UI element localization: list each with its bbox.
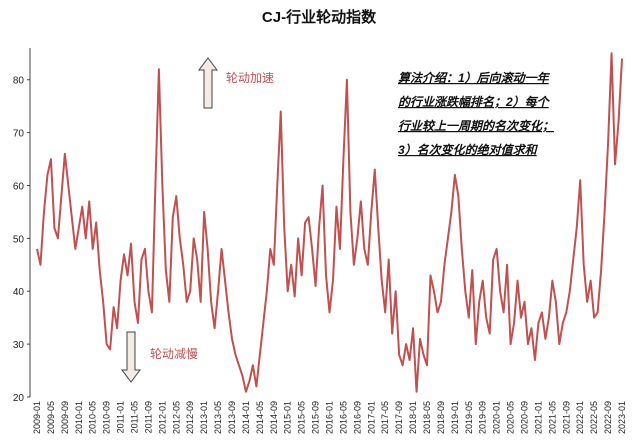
x-tick-label: 2020-05	[506, 401, 516, 434]
x-tick-label: 2018-01	[408, 401, 418, 434]
x-tick-label: 2019-09	[478, 401, 488, 434]
x-tick-label: 2017-05	[380, 401, 390, 434]
note-line: 算法介绍：1）后向滚动一年	[398, 71, 551, 85]
y-tick-label: 70	[13, 129, 25, 140]
y-tick-label: 50	[13, 234, 25, 245]
annotation: 轮动减慢	[150, 347, 198, 361]
x-tick-label: 2021-01	[533, 401, 543, 434]
x-tick-label: 2014-01	[241, 401, 251, 434]
x-tick-label: 2014-09	[269, 401, 279, 434]
x-tick-label: 2022-09	[603, 401, 613, 434]
y-tick-label: 20	[13, 393, 25, 404]
x-tick-label: 2015-09	[311, 401, 321, 434]
x-tick-label: 2017-01	[366, 401, 376, 434]
up-arrow	[198, 57, 218, 109]
x-tick-label: 2009-05	[46, 401, 56, 434]
y-tick-label: 30	[13, 340, 25, 351]
y-tick-label: 80	[13, 76, 25, 87]
x-tick-label: 2010-01	[74, 401, 84, 434]
note-line: 3）名次变化的绝对值求和	[398, 143, 539, 157]
note-line: 的行业涨跌幅排名；2）每个	[398, 95, 551, 109]
x-tick-label: 2009-09	[60, 401, 70, 434]
x-tick-label: 2011-05	[130, 401, 140, 433]
x-tick-label: 2018-05	[422, 401, 432, 434]
x-tick-label: 2010-09	[102, 401, 112, 434]
x-tick-label: 2016-01	[325, 401, 335, 434]
x-tick-label: 2021-09	[561, 401, 571, 434]
x-tick-label: 2016-09	[352, 401, 362, 434]
y-tick-label: 60	[13, 181, 25, 192]
x-tick-label: 2020-09	[520, 401, 530, 434]
x-tick-label: 2019-01	[450, 401, 460, 434]
x-tick-label: 2018-09	[436, 401, 446, 434]
x-tick-label: 2019-05	[464, 401, 474, 434]
x-tick-label: 2013-09	[227, 401, 237, 434]
x-tick-label: 2017-09	[394, 401, 404, 434]
line	[36, 52, 623, 393]
x-tick-label: 2010-05	[88, 401, 98, 434]
x-tick-label: 2012-09	[185, 401, 195, 434]
x-tick-label: 2016-05	[338, 401, 348, 434]
note-line: 行业较上一周期的名次变化；	[398, 119, 554, 133]
annotation: 轮动加速	[226, 71, 274, 85]
x-tick-label: 2011-09	[143, 401, 153, 433]
x-tick-label: 2014-05	[255, 401, 265, 434]
x-tick-label: 2009-01	[32, 401, 42, 434]
x-tick-label: 2013-05	[213, 401, 223, 434]
x-tick-label: 2022-01	[575, 401, 585, 434]
down-arrow	[121, 331, 141, 383]
x-tick-label: 2011-01	[116, 401, 126, 433]
x-tick-label: 2022-05	[589, 401, 599, 434]
y-tick-label: 40	[13, 287, 25, 298]
note: 算法介绍：1）后向滚动一年 的行业涨跌幅排名；2）每个 行业较上一周期的名次变化…	[398, 71, 554, 157]
x-tick-label: 2015-05	[297, 401, 307, 434]
x-tick-label: 2012-01	[157, 401, 167, 434]
x-tick-label: 2021-05	[547, 401, 557, 434]
x-tick-label: 2012-05	[171, 401, 181, 434]
x-tick-label: 2013-01	[199, 401, 209, 434]
x-tick-label: 2015-01	[283, 401, 293, 434]
chart-title: CJ-行业轮动指数	[262, 8, 377, 26]
x-tick-label: 2020-01	[492, 401, 502, 434]
x-tick-label: 2023-01	[617, 401, 627, 434]
